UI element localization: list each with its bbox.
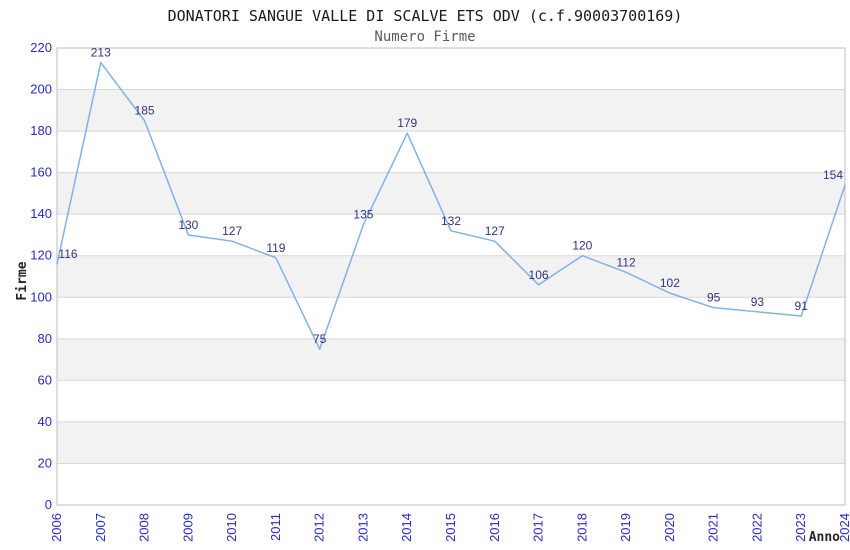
y-tick-label: 180	[30, 123, 52, 138]
plot-band	[57, 172, 845, 215]
x-tick-label: 2006	[49, 513, 64, 542]
x-tick-label: 2018	[574, 513, 589, 542]
y-tick-label: 100	[30, 289, 52, 304]
chart-title: DONATORI SANGUE VALLE DI SCALVE ETS ODV …	[167, 7, 683, 25]
data-point-label: 154	[823, 168, 843, 182]
axis-title-x: Anno	[809, 530, 840, 545]
x-tick-label: 2017	[531, 513, 546, 542]
x-tick-label: 2022	[749, 513, 764, 542]
x-tick-label: 2012	[312, 513, 327, 542]
plot-band	[57, 89, 845, 132]
data-point-label: 95	[707, 291, 721, 305]
data-point-label: 112	[617, 255, 636, 269]
plot-band	[57, 255, 845, 298]
x-tick-label: 2011	[268, 513, 283, 541]
data-point-label: 213	[91, 46, 111, 60]
x-tick-label: 2009	[180, 513, 195, 542]
data-point-label: 106	[529, 268, 549, 282]
data-point-label: 132	[441, 214, 461, 228]
series-line	[56, 61, 846, 350]
y-tick-label: 80	[38, 331, 52, 346]
x-tick-label: 2007	[93, 513, 108, 542]
chart-subtitle: Numero Firme	[374, 29, 476, 45]
y-tick-label: 60	[38, 372, 52, 387]
data-point-label: 120	[572, 239, 592, 253]
data-point-label: 75	[313, 332, 327, 346]
y-tick-label: 20	[38, 455, 52, 470]
y-tick-label: 40	[38, 414, 52, 429]
data-point-label: 102	[660, 276, 680, 290]
y-tick-label: 120	[30, 248, 52, 263]
x-tick-label: 2021	[706, 513, 721, 542]
data-point-label: 93	[751, 295, 765, 309]
x-tick-label: 2014	[399, 513, 414, 542]
y-tick-label: 220	[30, 40, 52, 55]
x-tick-label: 2013	[355, 513, 370, 542]
x-tick-label: 2008	[137, 513, 152, 542]
plot-border	[56, 47, 846, 506]
y-tick-label: 160	[30, 165, 52, 180]
data-point-label: 127	[485, 224, 505, 238]
axis-title-y: Firme	[15, 261, 30, 300]
plot-band	[57, 421, 845, 464]
x-tick-label: 2023	[793, 513, 808, 542]
x-tick-label: 2010	[224, 513, 239, 542]
data-point-label: 179	[397, 116, 417, 130]
plot-band	[57, 338, 845, 381]
x-tick-label: 2019	[618, 513, 633, 542]
data-point-label: 135	[353, 208, 373, 222]
y-tick-label: 140	[30, 206, 52, 221]
data-point-label: 185	[135, 104, 155, 118]
data-point-label: 130	[178, 218, 198, 232]
x-tick-label: 2016	[487, 513, 502, 542]
data-point-label: 127	[222, 224, 242, 238]
y-tick-label: 0	[45, 497, 52, 512]
data-point-label: 91	[795, 299, 809, 313]
data-point-label: 119	[266, 241, 285, 255]
y-tick-label: 200	[30, 82, 52, 97]
x-tick-label: 2024	[837, 513, 850, 542]
data-point-label: 116	[58, 247, 77, 261]
x-tick-label: 2015	[443, 513, 458, 542]
x-tick-label: 2020	[662, 513, 677, 542]
